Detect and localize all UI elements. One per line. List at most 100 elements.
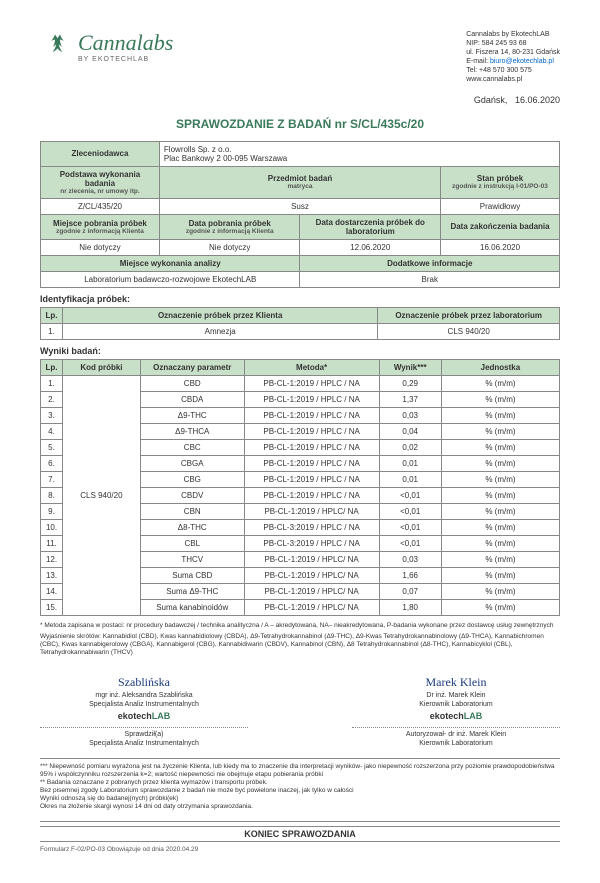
- labplace-v: Laboratorium badawczo-rozwojowe EkotechL…: [41, 271, 300, 287]
- row-method: PB-CL-3:2019 / HPLC / NA: [244, 519, 379, 535]
- results-table: Lp. Kod próbki Oznaczany parametr Metoda…: [40, 359, 560, 616]
- row-n: 4.: [41, 423, 63, 439]
- h-deliv: Data dostarczenia próbek do laboratorium: [300, 214, 441, 239]
- row-unit: % (m/m): [441, 519, 559, 535]
- row-param: Δ9-THCA: [140, 423, 244, 439]
- row-param: Suma Δ9-THC: [140, 583, 244, 599]
- row-method: PB-CL-1:2019 / HPLC/ NA: [244, 583, 379, 599]
- sig-l-t2: Specjalista Analiz Instrumentalnych: [40, 700, 248, 709]
- email-label: E-mail:: [466, 58, 488, 65]
- sig-l-role2: Specjalista Analiz Instrumentalnych: [40, 739, 248, 748]
- row-unit: % (m/m): [441, 439, 559, 455]
- row-method: PB-CL-1:2019 / HPLC / NA: [244, 375, 379, 391]
- row-n: 9.: [41, 503, 63, 519]
- h-ident-lab: Oznaczenie próbek przez laboratorium: [378, 307, 560, 323]
- row-unit: % (m/m): [441, 487, 559, 503]
- row-result: <0,01: [379, 519, 441, 535]
- row-n: 11.: [41, 535, 63, 551]
- row-method: PB-CL-1:2019 / HPLC / NA: [244, 407, 379, 423]
- row-n: 6.: [41, 455, 63, 471]
- row-result: 0,04: [379, 423, 441, 439]
- row-n: 13.: [41, 567, 63, 583]
- disc-2: ** Badania oznaczane z pobranych przez k…: [40, 779, 560, 787]
- sig-l-t1: mgr inż. Aleksandra Szablińska: [40, 691, 248, 700]
- logo-text: Cannalabs: [78, 30, 173, 56]
- row-result: 0,01: [379, 455, 441, 471]
- row-unit: % (m/m): [441, 423, 559, 439]
- row-param: Suma CBD: [140, 567, 244, 583]
- disc-4: Wyniki odnoszą się do badanej(nych) prób…: [40, 795, 560, 803]
- sig-brand-l: ekotechLAB: [40, 711, 248, 723]
- enddate-v: 16.06.2020: [441, 239, 560, 255]
- disc-3: Bez pisemnej zgody Laboratorium sprawozd…: [40, 787, 560, 795]
- row-method: PB-CL-1:2019 / HPLC / NA: [244, 439, 379, 455]
- row-param: CBDV: [140, 487, 244, 503]
- row-param: CBC: [140, 439, 244, 455]
- sig-l-role1: Sprawdził(a): [40, 730, 248, 739]
- row-unit: % (m/m): [441, 599, 559, 615]
- sig-l-name: Szablińska: [40, 675, 248, 691]
- row-param: CBD: [140, 375, 244, 391]
- h-basis: Podstawa wykonania badanianr zlecenia, n…: [41, 166, 160, 198]
- row-param: THCV: [140, 551, 244, 567]
- h-addinfo: Dodatkowe informacje: [300, 255, 560, 271]
- client-cell: Flowrolls Sp. z o.o. Plac Bankowy 2 00-0…: [159, 141, 559, 166]
- sig-r-t2: Kierownik Laboratorium: [352, 700, 560, 709]
- footnote-abbrev: Wyjaśnienie skrótów: Kannabidiol (CBD), …: [40, 633, 560, 657]
- row-result: <0,01: [379, 535, 441, 551]
- row-result: 0,07: [379, 583, 441, 599]
- row-unit: % (m/m): [441, 503, 559, 519]
- row-method: PB-CL-1:2019 / HPLC/ NA: [244, 567, 379, 583]
- row-method: PB-CL-1:2019 / HPLC/ NA: [244, 599, 379, 615]
- row-n: 12.: [41, 551, 63, 567]
- h-sampdate: Data pobrania próbekzgodnie z informacją…: [159, 214, 300, 239]
- place-v: Nie dotyczy: [41, 239, 160, 255]
- sig-r-role2: Kierownik Laboratorium: [352, 739, 560, 748]
- row-param: CBDA: [140, 391, 244, 407]
- row-param: Δ8-THC: [140, 519, 244, 535]
- row-result: 0,03: [379, 407, 441, 423]
- row-n: 10.: [41, 519, 63, 535]
- client-name: Flowrolls Sp. z o.o.: [164, 145, 555, 154]
- row-result: 1,37: [379, 391, 441, 407]
- row-unit: % (m/m): [441, 535, 559, 551]
- h-place: Miejsce pobrania próbekzgodnie z informa…: [41, 214, 160, 239]
- row-result: 1,66: [379, 567, 441, 583]
- ident-header: Identyfikacja próbek:: [40, 294, 560, 304]
- row-param: CBGA: [140, 455, 244, 471]
- footnote-method: * Metoda zapisana w postaci: nr procedur…: [40, 622, 560, 630]
- company-web: www.cannalabs.pl: [466, 75, 560, 84]
- city: Gdańsk,: [474, 95, 508, 105]
- report-end: KONIEC SPRAWOZDANIA: [40, 826, 560, 842]
- sig-r-t1: Dr inż. Marek Klein: [352, 691, 560, 700]
- row-unit: % (m/m): [441, 567, 559, 583]
- row-param: CBG: [140, 471, 244, 487]
- h-ident-client: Oznaczenie próbek przez Klienta: [63, 307, 378, 323]
- row-unit: % (m/m): [441, 551, 559, 567]
- row-param: Δ9-THC: [140, 407, 244, 423]
- company-name: Cannalabs by EkotechLAB: [466, 30, 560, 39]
- row-method: PB-CL-1:2019 / HPLC / NA: [244, 471, 379, 487]
- company-info: Cannalabs by EkotechLAB NIP: 584 245 93 …: [466, 30, 560, 85]
- row-result: <0,01: [379, 503, 441, 519]
- state-v: Prawidłowy: [441, 198, 560, 214]
- row-result: 0,29: [379, 375, 441, 391]
- row-n: 15.: [41, 599, 63, 615]
- results-header: Wyniki badań:: [40, 346, 560, 356]
- row-unit: % (m/m): [441, 455, 559, 471]
- ident-r1l: CLS 940/20: [378, 323, 560, 339]
- signatures: Szablińska mgr inż. Aleksandra Szablińsk…: [40, 675, 560, 748]
- row-result: <0,01: [379, 487, 441, 503]
- addinfo-v: Brak: [300, 271, 560, 287]
- h-enddate: Data zakończenia badania: [441, 214, 560, 239]
- row-param: Suma kanabinoidów: [140, 599, 244, 615]
- disc-1: *** Niepewność pomiaru wyrażona jest na …: [40, 763, 560, 779]
- deliv-v: 12.06.2020: [300, 239, 441, 255]
- company-email[interactable]: biuro@ekotechlab.pl: [490, 58, 554, 65]
- info-table-1: Zleceniodawca Flowrolls Sp. z o.o. Plac …: [40, 141, 560, 288]
- h-labplace: Miejsce wykonania analizy: [41, 255, 300, 271]
- company-addr: ul. Fiszera 14, 80-231 Gdańsk: [466, 48, 560, 57]
- row-method: PB-CL-1:2019 / HPLC / NA: [244, 487, 379, 503]
- cannabis-leaf-icon: [40, 32, 70, 62]
- h-lp: Lp.: [41, 307, 63, 323]
